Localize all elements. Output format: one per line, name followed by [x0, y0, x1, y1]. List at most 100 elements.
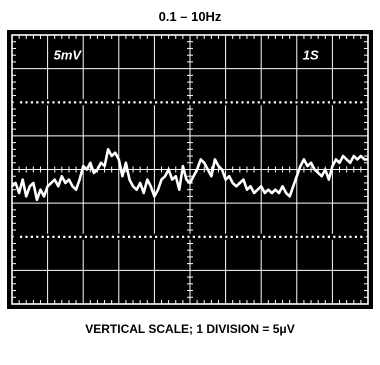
reference-dot — [187, 101, 190, 104]
signal-trace — [11, 148, 368, 202]
reference-dot — [36, 235, 39, 238]
reference-dot — [354, 235, 357, 238]
reference-dot — [25, 235, 28, 238]
reference-dot — [317, 235, 320, 238]
reference-dot — [57, 235, 60, 238]
reference-dot — [68, 101, 71, 104]
reference-dot — [300, 235, 303, 238]
reference-dot — [182, 235, 185, 238]
reference-dot — [47, 235, 50, 238]
reference-dot — [338, 101, 341, 104]
reference-dot — [171, 101, 174, 104]
reference-dot — [79, 101, 82, 104]
reference-dot — [209, 235, 212, 238]
reference-dot — [322, 101, 325, 104]
reference-dot — [268, 235, 271, 238]
reference-dot — [101, 101, 104, 104]
reference-dot — [279, 101, 282, 104]
reference-dot — [74, 101, 77, 104]
reference-dot — [327, 235, 330, 238]
trace-plot: 5mV 1S — [11, 34, 369, 305]
reference-dot — [311, 101, 314, 104]
reference-dot — [360, 235, 363, 238]
reference-dot — [25, 101, 28, 104]
dotted-line-mask — [14, 233, 366, 240]
reference-dot — [128, 101, 131, 104]
reference-dot — [284, 101, 287, 104]
reference-dot — [327, 101, 330, 104]
reference-dot — [63, 235, 66, 238]
reference-dot — [252, 101, 255, 104]
reference-dot — [209, 101, 212, 104]
reference-dot — [290, 235, 293, 238]
reference-dot — [36, 101, 39, 104]
reference-dot — [241, 235, 244, 238]
reference-dot — [160, 101, 163, 104]
reference-dot — [257, 235, 260, 238]
reference-dot — [20, 101, 23, 104]
reference-dot — [74, 235, 77, 238]
reference-dot — [219, 235, 222, 238]
reference-dot — [263, 235, 266, 238]
reference-dot — [133, 235, 136, 238]
reference-dot — [138, 101, 141, 104]
reference-dot — [160, 235, 163, 238]
reference-dot — [165, 101, 168, 104]
reference-dot — [68, 235, 71, 238]
reference-dot — [333, 235, 336, 238]
oscilloscope-screen: 5mV 1S — [7, 30, 373, 309]
reference-dot — [279, 235, 282, 238]
reference-dot — [263, 101, 266, 104]
reference-dot — [322, 235, 325, 238]
reference-dot — [230, 235, 233, 238]
reference-dot — [203, 235, 206, 238]
reference-dot — [257, 101, 260, 104]
reference-dot — [268, 101, 271, 104]
reference-dot — [187, 235, 190, 238]
reference-dot — [344, 235, 347, 238]
reference-dot — [101, 235, 104, 238]
reference-dot — [295, 101, 298, 104]
reference-dot — [349, 101, 352, 104]
reference-dot — [176, 101, 179, 104]
reference-dot — [338, 235, 341, 238]
reference-dot — [306, 235, 309, 238]
reference-dot — [122, 235, 125, 238]
reference-dot — [219, 101, 222, 104]
reference-dot — [57, 101, 60, 104]
reference-dot — [198, 235, 201, 238]
center-ticks — [12, 35, 368, 304]
scope-annotation: 1S — [303, 47, 319, 62]
reference-dot — [122, 101, 125, 104]
reference-dot — [241, 101, 244, 104]
reference-dot — [317, 101, 320, 104]
reference-dot — [144, 235, 147, 238]
reference-dot — [192, 235, 195, 238]
reference-dot — [306, 101, 309, 104]
reference-dot — [182, 101, 185, 104]
reference-dot — [360, 101, 363, 104]
reference-dot — [79, 235, 82, 238]
chart-title: 0.1 – 10Hz — [158, 9, 222, 24]
reference-dot — [273, 235, 276, 238]
reference-dot — [295, 235, 298, 238]
reference-dot — [225, 235, 228, 238]
reference-dot — [144, 101, 147, 104]
reference-dot — [203, 101, 206, 104]
reference-dot — [192, 101, 195, 104]
reference-dot — [41, 101, 44, 104]
dotted-reference-lines — [14, 99, 366, 240]
reference-dot — [273, 101, 276, 104]
reference-dot — [30, 235, 33, 238]
graticule — [11, 34, 369, 305]
reference-dot — [230, 101, 233, 104]
vertical-scale-caption: VERTICAL SCALE; 1 DIVISION = 5μV — [85, 322, 295, 336]
reference-dot — [236, 235, 239, 238]
reference-dot — [149, 101, 152, 104]
reference-dot — [246, 101, 249, 104]
reference-dot — [149, 235, 152, 238]
reference-dot — [47, 101, 50, 104]
reference-dot — [117, 235, 120, 238]
reference-dot — [214, 101, 217, 104]
reference-dot — [90, 101, 93, 104]
